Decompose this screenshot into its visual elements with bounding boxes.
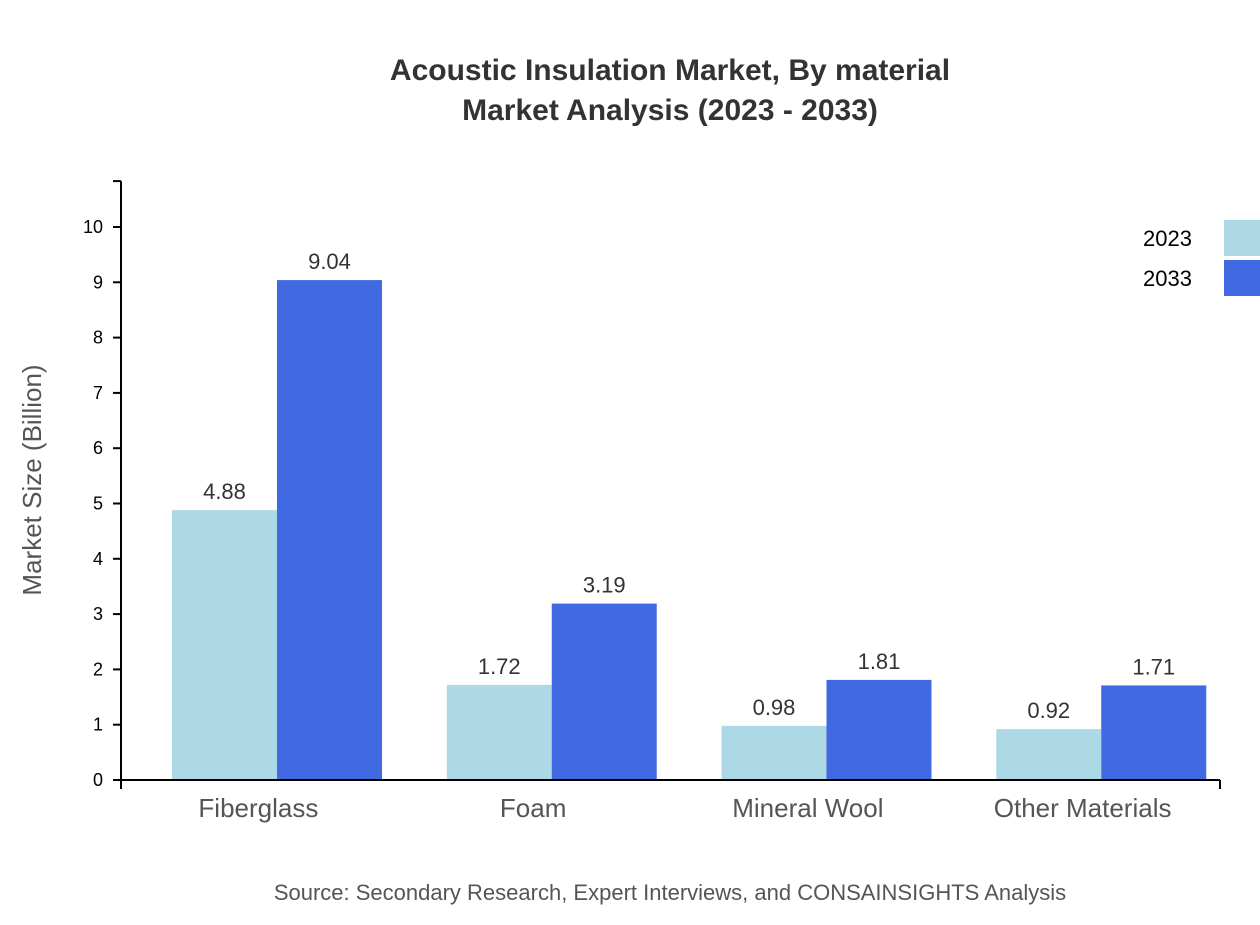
x-tick-label: Fiberglass <box>198 793 318 823</box>
chart-title: Acoustic Insulation Market, By material <box>390 54 950 87</box>
y-tick-label: 0 <box>93 770 103 790</box>
bar-2023 <box>172 510 277 780</box>
y-tick-label: 1 <box>93 715 103 735</box>
data-label: 1.81 <box>858 649 901 674</box>
legend-swatch <box>1224 260 1260 296</box>
legend-swatch <box>1224 220 1260 256</box>
bar-2023 <box>721 725 827 780</box>
data-label: 0.92 <box>1027 698 1070 723</box>
y-tick-label: 9 <box>93 272 103 292</box>
bar-2033 <box>551 603 657 780</box>
data-label: 1.72 <box>478 654 521 679</box>
data-label: 4.88 <box>203 479 246 504</box>
y-tick-label: 4 <box>93 549 103 569</box>
x-tick-label: Other Materials <box>994 793 1172 823</box>
data-label: 0.98 <box>753 695 796 720</box>
y-tick-label: 10 <box>83 217 103 237</box>
y-tick-label: 5 <box>93 494 103 514</box>
bar-2033 <box>277 280 382 780</box>
y-tick-label: 8 <box>93 328 103 348</box>
y-tick-label: 7 <box>93 383 103 403</box>
bar-2023 <box>446 684 552 780</box>
y-tick-label: 6 <box>93 438 103 458</box>
bar-2023 <box>996 729 1102 780</box>
y-tick-label: 2 <box>93 659 103 679</box>
legend-label: 2023 <box>1143 226 1192 251</box>
data-label: 1.71 <box>1132 654 1175 679</box>
source-note: Source: Secondary Research, Expert Inter… <box>274 880 1066 905</box>
y-tick-label: 3 <box>93 604 103 624</box>
x-tick-label: Foam <box>500 793 566 823</box>
x-tick-label: Mineral Wool <box>732 793 883 823</box>
bar-2033 <box>826 679 932 780</box>
data-label: 9.04 <box>308 249 351 274</box>
data-label: 3.19 <box>583 573 626 598</box>
legend-label: 2033 <box>1143 266 1192 291</box>
y-axis-label: Market Size (Billion) <box>17 364 47 595</box>
bar-2033 <box>1101 685 1207 780</box>
chart-subtitle: Market Analysis (2023 - 2033) <box>462 94 878 127</box>
